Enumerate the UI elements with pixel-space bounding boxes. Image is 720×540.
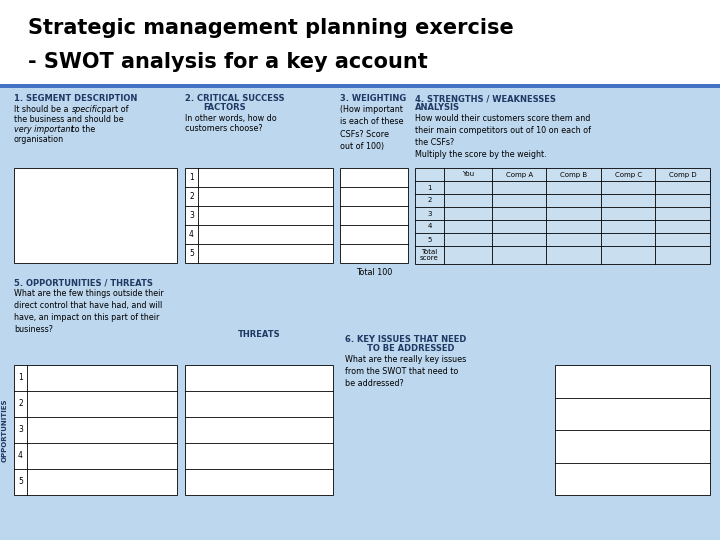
Text: - SWOT analysis for a key account: - SWOT analysis for a key account — [28, 52, 428, 72]
Bar — [555, 365, 710, 495]
Text: 5: 5 — [189, 249, 194, 258]
Text: (How important
is each of these
CSFs? Score
out of 100): (How important is each of these CSFs? Sc… — [340, 105, 403, 152]
Text: 6. KEY ISSUES THAT NEED: 6. KEY ISSUES THAT NEED — [345, 335, 467, 344]
Text: What are the few things outside their
direct control that have had, and will
hav: What are the few things outside their di… — [14, 289, 163, 334]
Text: specific: specific — [72, 105, 102, 114]
Text: FACTORS: FACTORS — [203, 103, 246, 112]
Text: Strategic management planning exercise: Strategic management planning exercise — [28, 18, 514, 38]
Text: 2. CRITICAL SUCCESS: 2. CRITICAL SUCCESS — [185, 94, 284, 103]
Text: 3. WEIGHTING: 3. WEIGHTING — [340, 94, 406, 103]
Text: Comp A: Comp A — [505, 172, 533, 178]
Bar — [415, 168, 710, 264]
Text: Total 100: Total 100 — [356, 268, 392, 277]
Text: OPPORTUNITIES: OPPORTUNITIES — [2, 399, 8, 462]
Text: Comp B: Comp B — [560, 172, 588, 178]
Text: 2: 2 — [189, 192, 194, 201]
Text: the business and should be: the business and should be — [14, 115, 124, 124]
Text: 3: 3 — [427, 211, 432, 217]
Text: THREATS: THREATS — [238, 330, 280, 339]
Text: 3: 3 — [18, 426, 23, 435]
Text: 4: 4 — [427, 224, 431, 230]
Text: 4: 4 — [18, 451, 23, 461]
Text: 5: 5 — [427, 237, 431, 242]
Bar — [0, 0, 720, 88]
Bar — [14, 365, 177, 495]
Text: Comp C: Comp C — [615, 172, 642, 178]
Text: 2: 2 — [427, 198, 431, 204]
Text: It should be a: It should be a — [14, 105, 71, 114]
Text: 1: 1 — [18, 374, 23, 382]
Text: Comp D: Comp D — [669, 172, 696, 178]
Bar — [185, 168, 333, 263]
Text: Total
score: Total score — [420, 249, 438, 261]
Text: 1: 1 — [189, 173, 194, 182]
Text: customers choose?: customers choose? — [185, 124, 263, 133]
Text: What are the really key issues
from the SWOT that need to
be addressed?: What are the really key issues from the … — [345, 355, 467, 388]
Text: part of: part of — [99, 105, 128, 114]
Text: 4: 4 — [189, 230, 194, 239]
Bar — [340, 168, 408, 263]
Text: 1. SEGMENT DESCRIPTION: 1. SEGMENT DESCRIPTION — [14, 94, 138, 103]
Text: ANALYSIS: ANALYSIS — [415, 103, 460, 112]
Text: How would their customers score them and
their main competitors out of 10 on eac: How would their customers score them and… — [415, 114, 591, 159]
Text: 2: 2 — [18, 400, 23, 408]
Text: 3: 3 — [189, 211, 194, 220]
Text: TO BE ADDRESSED: TO BE ADDRESSED — [367, 344, 454, 353]
Text: very important: very important — [14, 125, 73, 134]
Text: 5: 5 — [18, 477, 23, 487]
Text: You: You — [462, 172, 474, 178]
Text: 4. STRENGTHS / WEAKNESSES: 4. STRENGTHS / WEAKNESSES — [415, 94, 556, 103]
Text: organisation: organisation — [14, 135, 64, 144]
Text: In other words, how do: In other words, how do — [185, 114, 276, 123]
Bar — [185, 365, 333, 495]
Text: 1: 1 — [427, 185, 432, 191]
Bar — [0, 84, 720, 88]
Text: 5. OPPORTUNITIES / THREATS: 5. OPPORTUNITIES / THREATS — [14, 278, 153, 287]
Text: to the: to the — [69, 125, 95, 134]
Bar — [14, 168, 177, 263]
